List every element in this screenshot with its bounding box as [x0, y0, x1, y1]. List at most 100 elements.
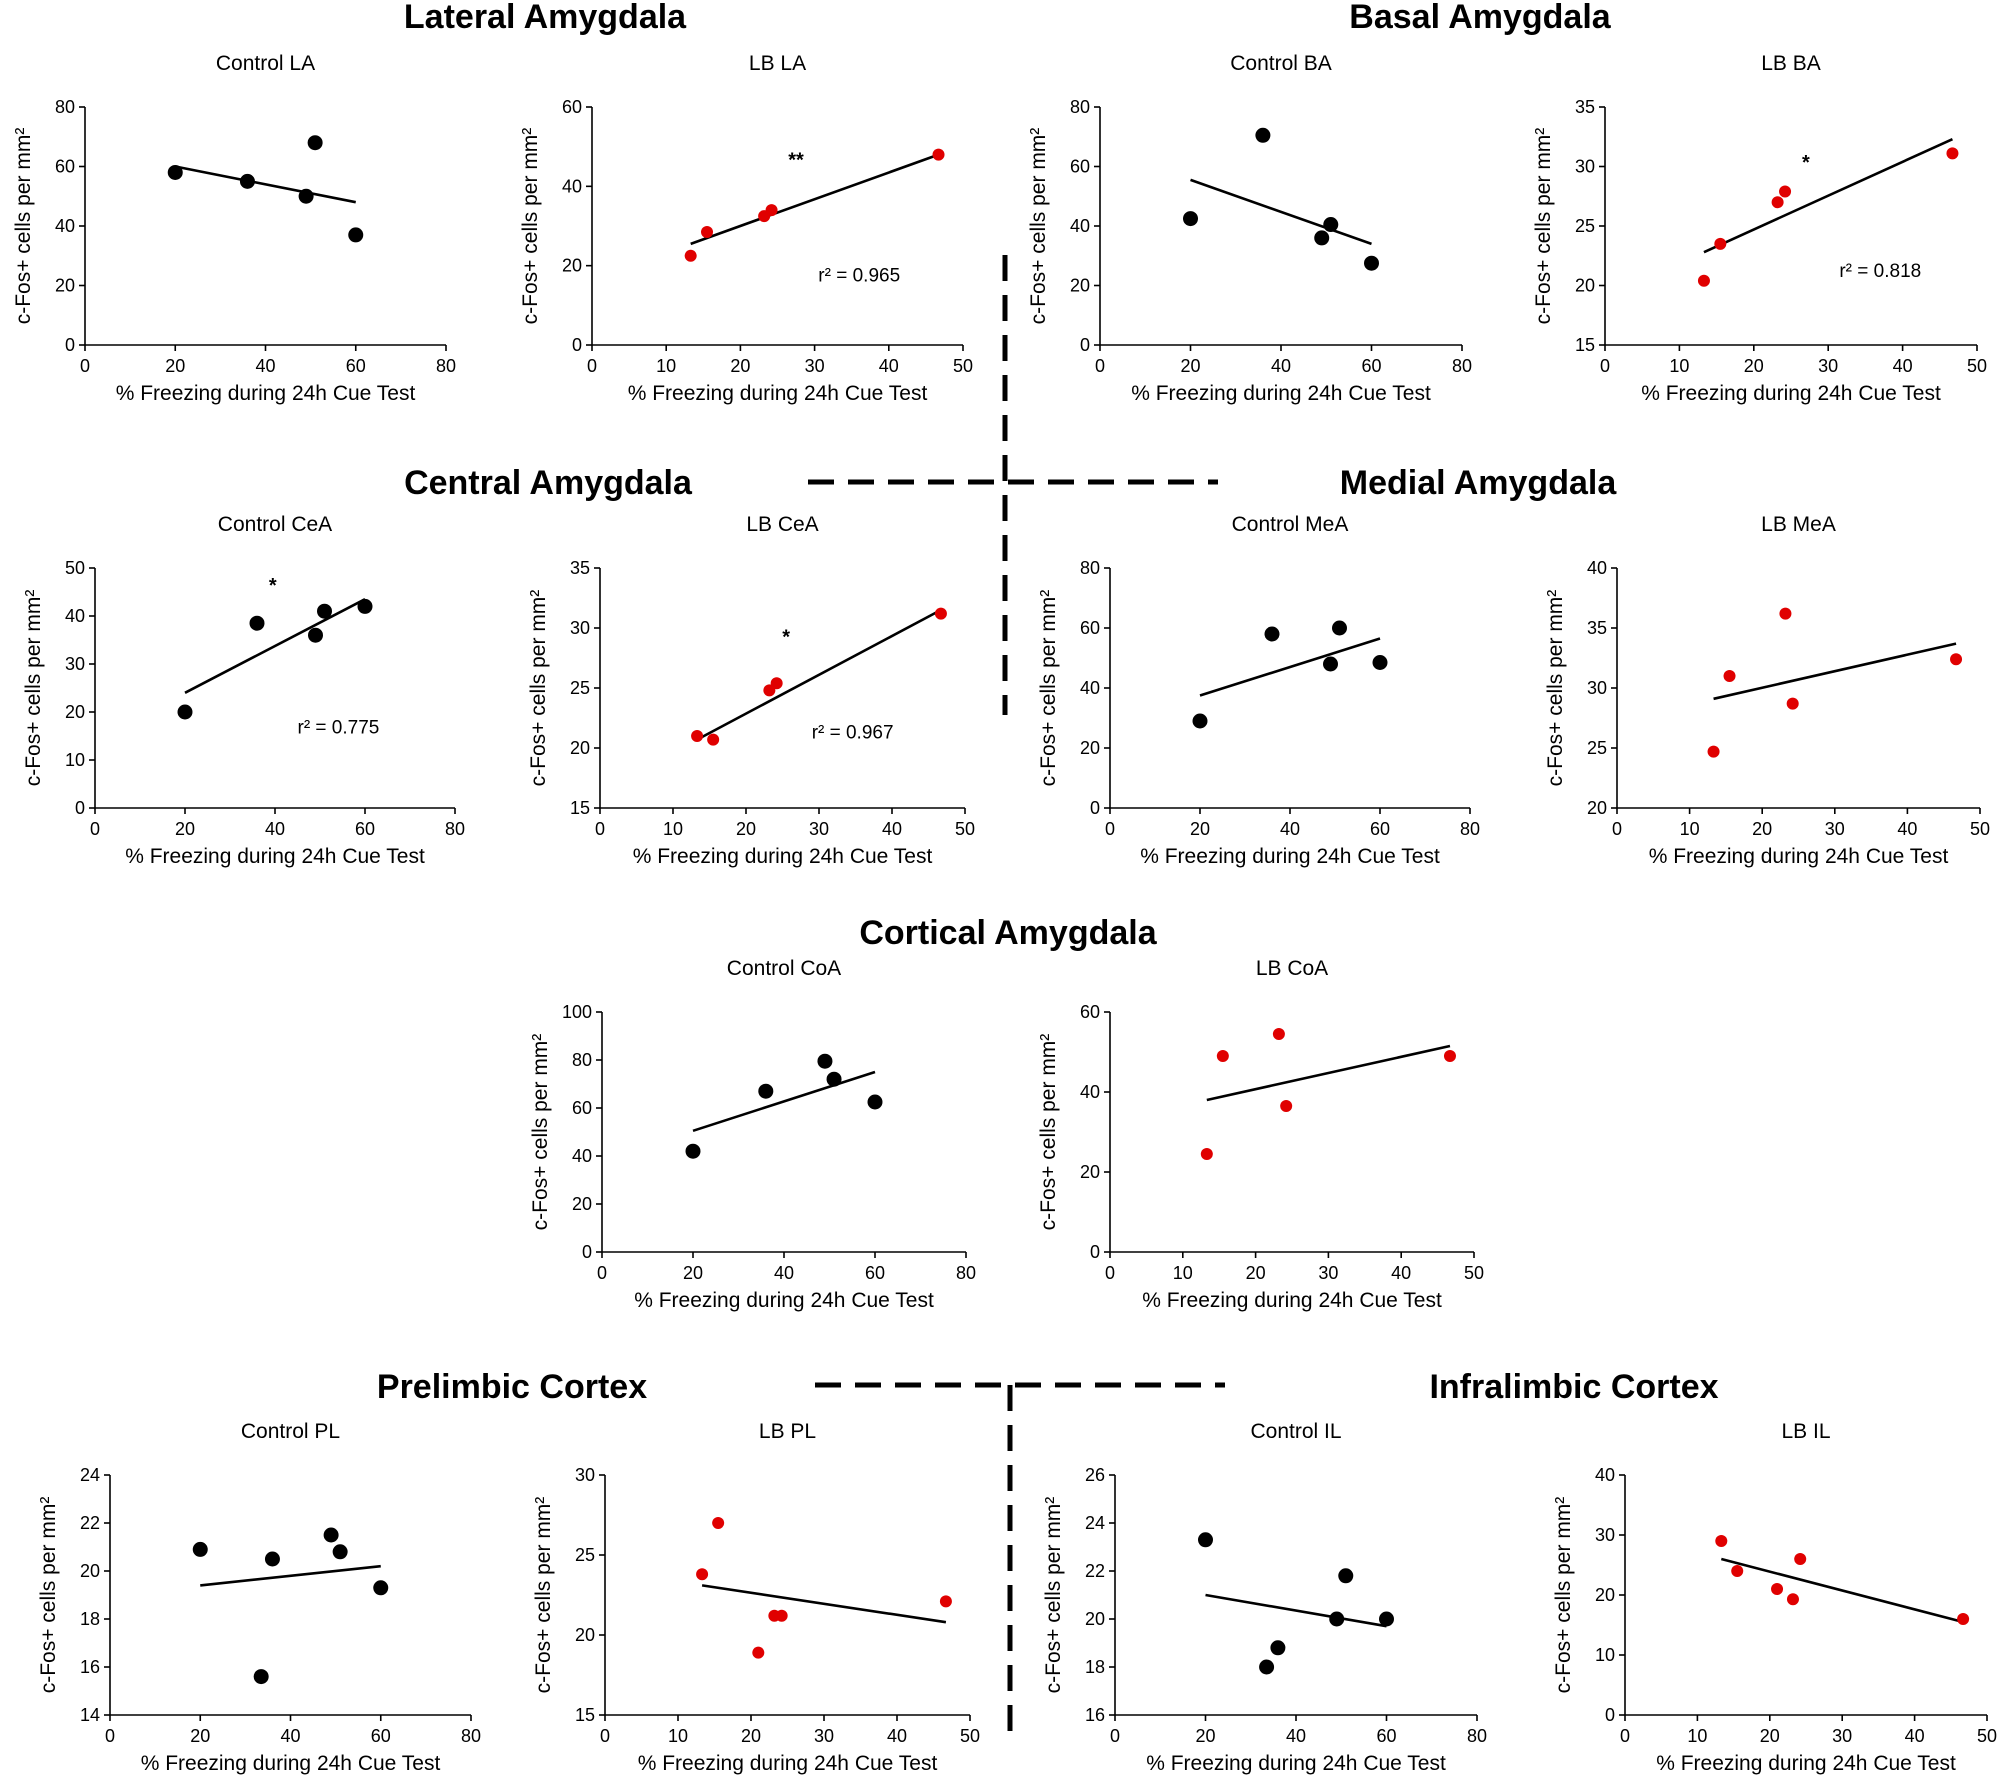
section-title-lateral: Lateral Amygdala	[404, 0, 687, 36]
x-tick-label: 0	[1095, 356, 1105, 376]
y-tick-label: 0	[1090, 1242, 1100, 1262]
y-tick-label: 80	[55, 97, 75, 117]
x-axis-label: % Freezing during 24h Cue Test	[1131, 382, 1431, 405]
y-tick-label: 40	[562, 176, 582, 196]
panel-lb-ba: LB BA 0 10 20 30 40 50 15 20 25 30 35 % Freezing dur…	[1532, 52, 1987, 405]
data-point	[867, 1094, 883, 1110]
y-tick-label: 18	[80, 1609, 100, 1629]
data-point	[1200, 1148, 1213, 1160]
regression-line	[1713, 642, 1957, 701]
x-tick-label: 80	[436, 356, 456, 376]
data-point	[934, 607, 947, 620]
data-point	[763, 684, 776, 697]
y-tick-label: 20	[1595, 1585, 1615, 1605]
x-tick-label: 40	[255, 356, 275, 376]
x-tick-label: 0	[595, 819, 605, 839]
y-tick-label: 80	[1070, 97, 1090, 117]
data-point	[1786, 1593, 1799, 1606]
y-tick-label: 40	[1080, 1082, 1100, 1102]
x-tick-label: 20	[683, 1263, 703, 1283]
y-tick-label: 0	[1090, 798, 1100, 818]
x-axis-label: % Freezing during 24h Cue Test	[1656, 1752, 1956, 1775]
x-tick-label: 50	[955, 819, 975, 839]
data-point	[1372, 655, 1388, 670]
y-tick-label: 20	[562, 256, 582, 276]
x-tick-label: 10	[1669, 356, 1689, 376]
data-point	[167, 164, 183, 180]
y-tick-label: 20	[572, 1194, 592, 1214]
panel-title: LB LA	[749, 52, 806, 75]
x-tick-label: 10	[663, 819, 683, 839]
x-tick-label: 10	[1680, 819, 1700, 839]
y-tick-label: 100	[562, 1002, 592, 1022]
data-point	[707, 733, 720, 746]
x-tick-label: 50	[1464, 1263, 1484, 1283]
section-title-basal: Basal Amygdala	[1349, 0, 1611, 36]
y-tick-label: 22	[1085, 1561, 1105, 1581]
significance-marker: *	[1802, 152, 1810, 174]
x-tick-label: 40	[1905, 1726, 1925, 1746]
data-point	[192, 1541, 208, 1557]
panel-title: Control LA	[216, 52, 315, 75]
data-point	[1270, 1640, 1286, 1656]
data-point	[1731, 1565, 1744, 1577]
x-axis-label: % Freezing during 24h Cue Test	[1142, 1289, 1442, 1312]
x-tick-label: 10	[1173, 1263, 1193, 1283]
data-point	[308, 627, 323, 643]
x-tick-label: 20	[1246, 1263, 1266, 1283]
section-title-central: Central Amygdala	[404, 464, 693, 502]
r-squared-label: r² = 0.965	[818, 266, 900, 287]
r-squared-label: r² = 0.775	[298, 718, 380, 739]
data-point	[712, 1517, 725, 1529]
x-tick-label: 30	[1818, 356, 1838, 376]
y-tick-label: 40	[1080, 678, 1100, 698]
x-axis-label: % Freezing during 24h Cue Test	[638, 1752, 938, 1775]
x-axis-label: % Freezing during 24h Cue Test	[633, 845, 933, 868]
panel-lb-mea: LB MeA 0 10 20 30 40 50 20 25 30 35 40 % Freezing du…	[1544, 513, 1990, 868]
x-tick-label: 40	[1280, 819, 1300, 839]
x-tick-label: 60	[1361, 356, 1381, 376]
r-squared-label: r² = 0.967	[812, 722, 894, 743]
data-point	[1255, 127, 1271, 143]
x-axis-label: % Freezing during 24h Cue Test	[628, 382, 928, 405]
y-axis-label: c-Fos+ cells per mm²	[37, 1497, 60, 1694]
r-squared-label: r² = 0.818	[1839, 261, 1921, 282]
panel-control-mea: Control MeA 0 20 40 60 80 0 20 40 60 80 % Freezing …	[1037, 513, 1480, 868]
x-tick-label: 40	[1897, 819, 1917, 839]
y-tick-label: 60	[55, 157, 75, 177]
x-axis-label: % Freezing during 24h Cue Test	[1146, 1752, 1446, 1775]
panel-control-il: Control IL 0 20 40 60 80 16 18 20 22 24 26 % Freezin…	[1042, 1420, 1487, 1775]
y-tick-label: 40	[572, 1146, 592, 1166]
data-point	[770, 677, 783, 690]
x-tick-label: 20	[741, 1726, 761, 1746]
x-tick-label: 30	[805, 356, 825, 376]
x-tick-label: 60	[1370, 819, 1390, 839]
x-tick-label: 30	[809, 819, 829, 839]
x-tick-label: 50	[1970, 819, 1990, 839]
data-point	[357, 598, 373, 614]
x-tick-label: 40	[879, 356, 899, 376]
y-tick-label: 20	[575, 1625, 595, 1645]
x-tick-label: 30	[1825, 819, 1845, 839]
y-tick-label: 60	[1070, 157, 1090, 177]
x-tick-label: 40	[1271, 356, 1291, 376]
scatter-panels: Control LA 0 20 40 60 80 0 20 40 60 80 % Freezing d…	[12, 52, 1997, 1775]
x-tick-label: 40	[1893, 356, 1913, 376]
y-tick-label: 20	[1080, 738, 1100, 758]
data-point	[332, 1544, 348, 1560]
panel-control-cea: Control CeA 0 20 40 60 80 0 10 20 30 40 50 % Freezin…	[22, 513, 465, 868]
data-point	[1323, 656, 1338, 672]
x-axis-label: % Freezing during 24h Cue Test	[116, 382, 416, 405]
x-tick-label: 10	[656, 356, 676, 376]
y-tick-label: 60	[562, 97, 582, 117]
x-tick-label: 20	[1190, 819, 1210, 839]
y-tick-label: 35	[570, 558, 590, 578]
y-tick-label: 40	[65, 606, 85, 626]
y-tick-label: 25	[570, 678, 590, 698]
data-point	[752, 1646, 765, 1659]
y-tick-label: 0	[75, 798, 85, 818]
y-tick-label: 10	[1595, 1645, 1615, 1665]
x-tick-label: 0	[90, 819, 100, 839]
y-tick-label: 60	[1080, 618, 1100, 638]
y-tick-label: 20	[55, 276, 75, 296]
